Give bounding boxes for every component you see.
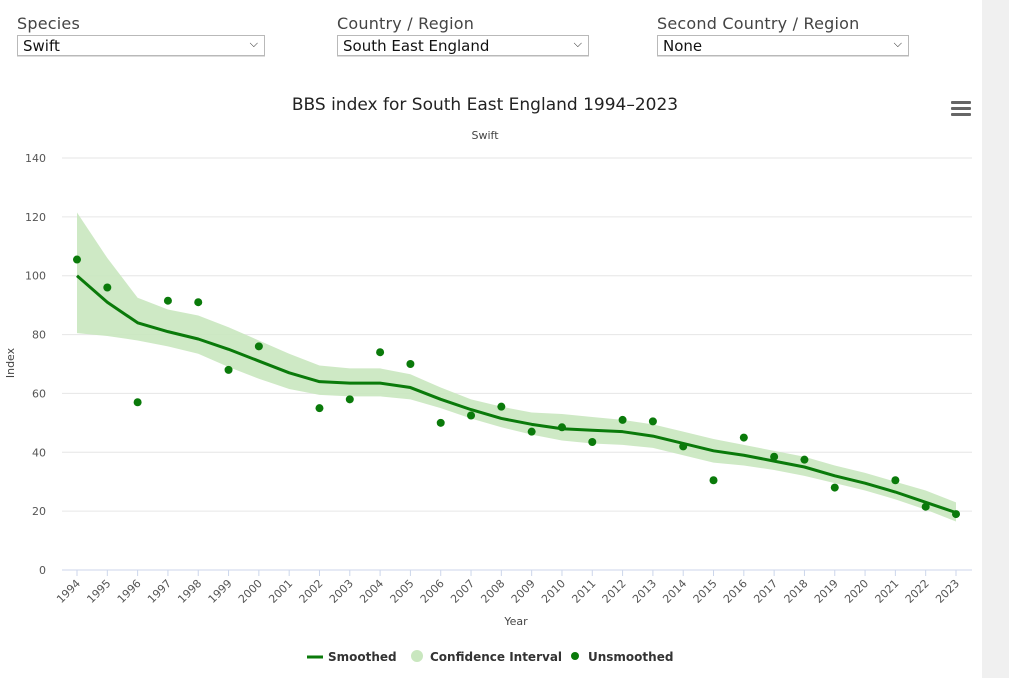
species-select[interactable]: Swift ⌵: [17, 35, 265, 56]
unsmoothed-point-2002: [315, 404, 324, 413]
x-tick-label: 1998: [175, 577, 204, 606]
chevron-down-icon: ⌵: [893, 37, 902, 50]
smoothed-line: [76, 274, 957, 515]
x-tick-label: 2021: [873, 577, 902, 606]
unsmoothed-point-1999: [224, 365, 233, 374]
unsmoothed-point-2022: [921, 502, 930, 511]
y-tick-label: 140: [25, 152, 46, 165]
x-tick-label: 2016: [721, 577, 750, 606]
y-tick-label: 40: [32, 446, 46, 459]
x-tick-label: 2020: [842, 577, 871, 606]
x-tick-label: 2005: [388, 577, 417, 606]
x-tick-label: 2001: [266, 577, 295, 606]
x-tick-label: 2014: [660, 577, 689, 606]
legend-item-confidence[interactable]: Confidence Interval: [411, 650, 562, 664]
chevron-down-icon: ⌵: [573, 37, 582, 50]
chart-subtitle: Swift: [471, 129, 499, 142]
page-scrollbar[interactable]: [982, 0, 1009, 678]
x-tick-label: 2018: [782, 577, 811, 606]
unsmoothed-point-2023: [952, 510, 960, 519]
x-tick-label: 2017: [751, 577, 780, 606]
second-region-label: Second Country / Region: [657, 14, 860, 33]
x-tick-label: 2012: [600, 577, 629, 606]
x-tick-label: 2009: [509, 577, 538, 606]
y-tick-label: 20: [32, 505, 46, 518]
x-tick-label: 2008: [478, 577, 507, 606]
x-tick-label: 1994: [54, 577, 83, 606]
species-label: Species: [17, 14, 80, 33]
x-tick-label: 2015: [691, 577, 720, 606]
unsmoothed-point-2014: [679, 442, 688, 451]
y-tick-label: 100: [25, 270, 46, 283]
unsmoothed-point-2010: [557, 423, 566, 432]
unsmoothed-point-2017: [770, 452, 779, 461]
region-select[interactable]: South East England ⌵: [337, 35, 589, 56]
unsmoothed-point-1995: [103, 283, 112, 292]
unsmoothed-point-2019: [830, 483, 839, 492]
chart-title: BBS index for South East England 1994–20…: [292, 95, 678, 115]
y-tick-label: 60: [32, 387, 46, 400]
legend-confidence-label: Confidence Interval: [430, 650, 562, 664]
y-axis-label: Index: [4, 347, 17, 378]
y-tick-label: 120: [25, 211, 46, 224]
legend-item-smoothed[interactable]: Smoothed: [307, 650, 397, 664]
confidence-interval-band: [77, 212, 956, 522]
legend-confidence-swatch: [411, 650, 423, 662]
unsmoothed-point-2011: [588, 437, 597, 446]
second-region-select-value: None: [663, 37, 703, 55]
y-tick-label: 0: [39, 564, 46, 577]
unsmoothed-point-2007: [467, 411, 476, 420]
x-tick-label: 1999: [206, 577, 235, 606]
unsmoothed-point-2015: [709, 476, 718, 485]
unsmoothed-point-2021: [891, 476, 900, 485]
x-tick-label: 1995: [84, 577, 113, 606]
legend-item-unsmoothed[interactable]: Unsmoothed: [571, 650, 673, 664]
x-tick-label: 1996: [115, 577, 144, 606]
species-control: Species Swift ⌵: [17, 14, 265, 56]
x-tick-label: 2002: [297, 577, 326, 606]
second-region-select[interactable]: None ⌵: [657, 35, 909, 56]
x-tick-label: 2006: [418, 577, 447, 606]
unsmoothed-point-2008: [497, 402, 506, 411]
legend: Smoothed Confidence Interval Unsmoothed: [307, 650, 673, 664]
second-region-control: Second Country / Region None ⌵: [657, 14, 909, 56]
x-tick-label: 2023: [933, 577, 962, 606]
unsmoothed-point-2006: [436, 418, 445, 427]
x-tick-label: 2007: [448, 577, 477, 606]
legend-unsmoothed-label: Unsmoothed: [588, 650, 673, 664]
unsmoothed-point-2003: [345, 395, 354, 404]
x-tick-label: 2000: [236, 577, 265, 606]
region-control: Country / Region South East England ⌵: [337, 14, 589, 56]
unsmoothed-point-2013: [648, 417, 657, 426]
unsmoothed-point-1998: [194, 298, 203, 307]
unsmoothed-point-2005: [406, 360, 415, 368]
x-tick-label: 2022: [903, 577, 932, 606]
x-tick-label: 2004: [357, 577, 386, 606]
bbs-index-chart: BBS index for South East England 1994–20…: [4, 95, 972, 664]
unsmoothed-point-2018: [800, 455, 809, 464]
unsmoothed-point-1994: [73, 255, 81, 264]
unsmoothed-point-2016: [739, 433, 748, 442]
legend-smoothed-label: Smoothed: [328, 650, 397, 664]
x-tick-label: 2011: [569, 577, 598, 606]
x-tick-label: 1997: [145, 577, 174, 606]
unsmoothed-point-2004: [376, 348, 385, 357]
species-select-value: Swift: [23, 37, 60, 55]
region-label: Country / Region: [337, 14, 475, 33]
unsmoothed-point-1996: [133, 398, 142, 407]
unsmoothed-point-1997: [163, 296, 172, 305]
unsmoothed-point-2000: [254, 342, 263, 351]
x-tick-label: 2003: [327, 577, 356, 606]
unsmoothed-point-2012: [618, 415, 627, 424]
x-tick-label: 2013: [630, 577, 659, 606]
legend-unsmoothed-swatch: [571, 652, 579, 660]
x-tick-label: 2019: [812, 577, 841, 606]
region-select-value: South East England: [343, 37, 490, 55]
unsmoothed-point-2009: [527, 427, 536, 436]
chevron-down-icon: ⌵: [249, 37, 258, 50]
hamburger-menu-icon[interactable]: [951, 101, 971, 117]
y-tick-label: 80: [32, 329, 46, 342]
x-tick-label: 2010: [539, 577, 568, 606]
x-axis-label: Year: [503, 615, 528, 628]
